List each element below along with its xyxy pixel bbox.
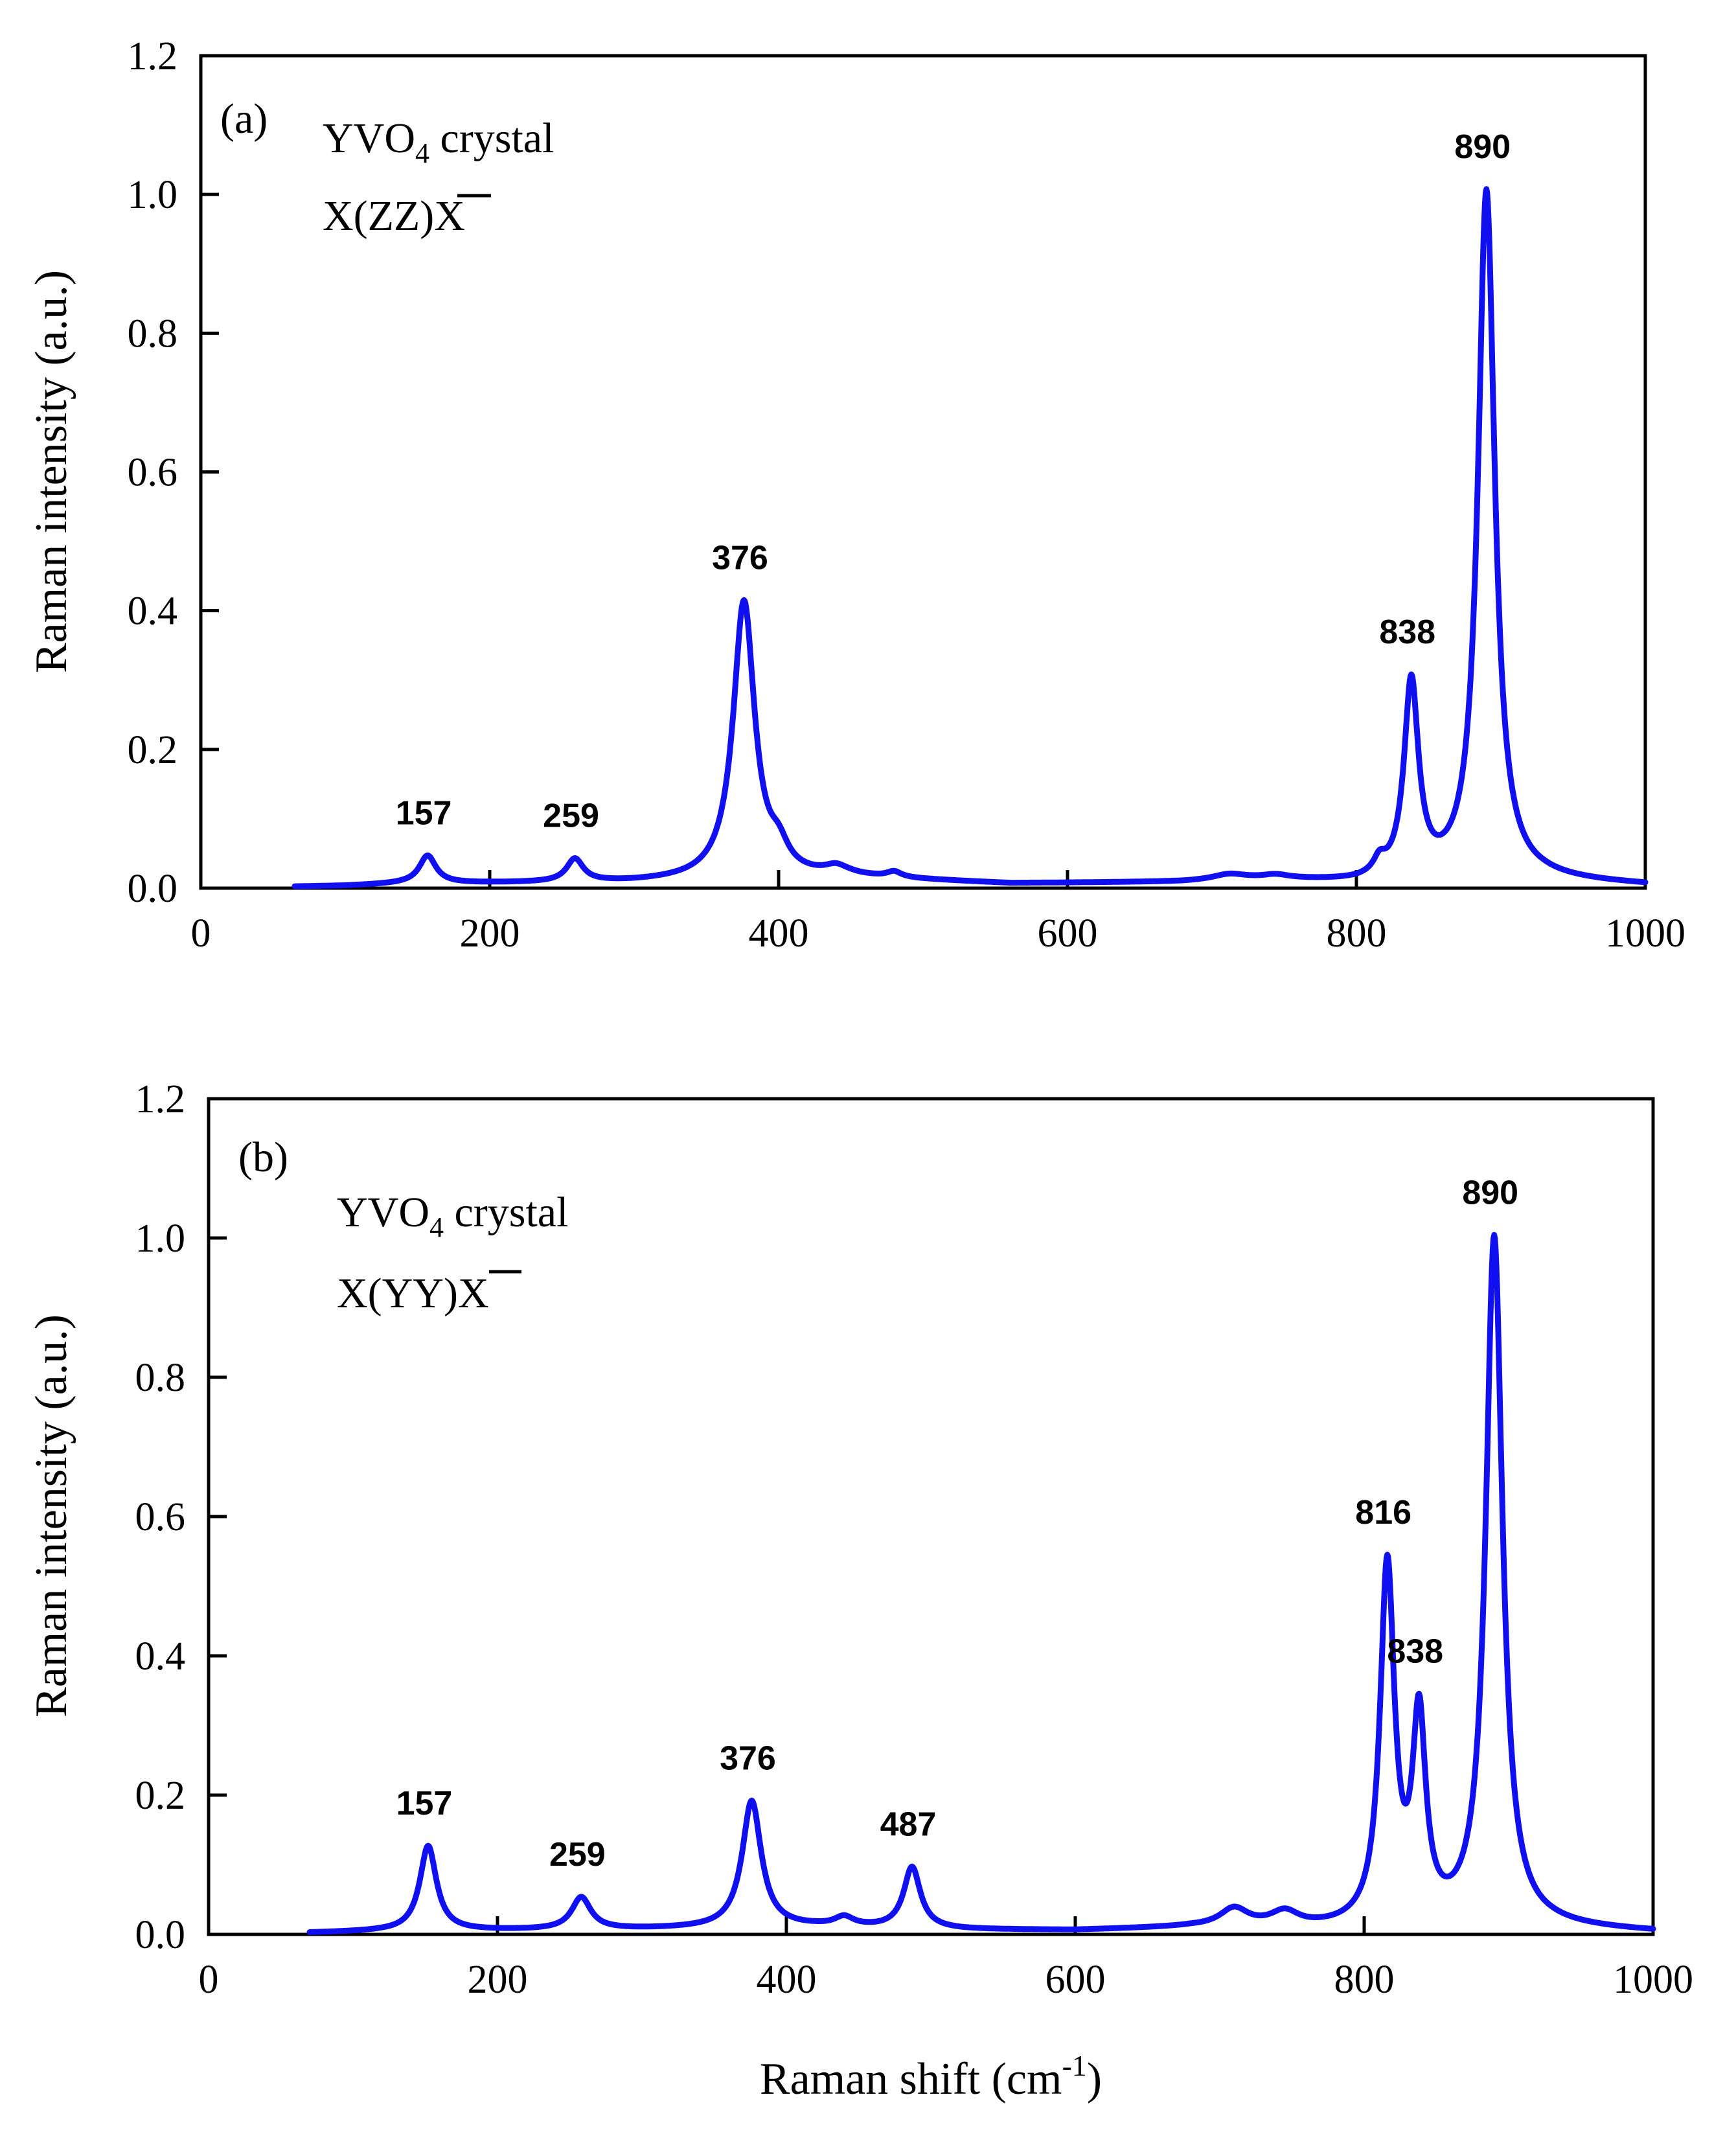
peak-label-890: 890 (1454, 128, 1511, 166)
peak-label-376: 376 (712, 539, 768, 577)
peak-label-487: 487 (880, 1805, 937, 1843)
panel-label: (b) (238, 1134, 288, 1181)
y-tick-label: 1.0 (128, 173, 178, 217)
peak-label-259: 259 (549, 1836, 606, 1874)
y-axis-title: Raman intensity (a.u.) (27, 270, 76, 673)
x-tick-label: 1000 (1613, 1958, 1693, 2002)
scattering-geometry: X(ZZ)X (323, 192, 465, 240)
x-tick-label: 600 (1045, 1958, 1106, 2002)
x-tick-label: 400 (757, 1958, 817, 2002)
panel-label: (a) (220, 95, 268, 143)
y-tick-label: 0.6 (135, 1495, 186, 1539)
x-axis: 0 200 400 600 800 1000 (191, 870, 1685, 956)
y-tick-label: 0.2 (135, 1774, 186, 1818)
overbar-letter: X (434, 192, 465, 240)
peak-label-838: 838 (1379, 613, 1435, 651)
crystal-label: YVO4 crystal (337, 1189, 568, 1243)
scattering-geometry: X(YY)X (337, 1270, 489, 1317)
spectrum-line (306, 1232, 1656, 1935)
peak-label-157: 157 (396, 1785, 453, 1822)
y-tick-label: 0.2 (128, 728, 178, 772)
y-tick-label: 0.0 (135, 1913, 186, 1957)
y-tick-label: 1.2 (135, 1077, 186, 1121)
x-tick-label: 1000 (1605, 911, 1685, 956)
x-tick-label: 800 (1334, 1958, 1395, 2002)
y-tick-label: 0.8 (128, 312, 178, 356)
crystal-label: YVO4 crystal (323, 115, 554, 169)
x-axis-title: Raman shift (cm-1) (760, 2049, 1102, 2104)
y-tick-label: 1.0 (135, 1217, 186, 1261)
y-axis-title: Raman intensity (a.u.) (27, 1314, 76, 1717)
panel-a: 0 200 400 600 800 1000 0.00.20.40.60.81.01.2 … (27, 34, 1685, 956)
x-tick-label: 200 (460, 911, 520, 956)
peak-label-157: 157 (396, 794, 452, 832)
peak-label-838: 838 (1387, 1633, 1443, 1670)
overbar-letter: X (458, 1270, 489, 1317)
spectrum-line (291, 186, 1649, 889)
peak-labels: 157 259 376 838 890 (396, 128, 1511, 835)
x-tick-label: 0 (191, 911, 211, 956)
y-tick-label: 1.2 (128, 34, 178, 78)
x-tick-label: 800 (1327, 911, 1387, 956)
x-tick-label: 200 (468, 1958, 528, 2002)
peak-label-376: 376 (720, 1739, 776, 1777)
y-tick-label: 0.8 (135, 1356, 186, 1400)
x-axis: 0 200 400 600 800 1000 (199, 1916, 1693, 2002)
x-tick-label: 400 (749, 911, 809, 956)
y-tick-label: 0.4 (135, 1634, 186, 1679)
y-axis: 0.0 0.2 0.4 0.6 0.8 1.0 1.2 (128, 34, 219, 911)
peak-label-259: 259 (543, 797, 599, 835)
x-tick-label: 0 (199, 1958, 219, 2002)
peak-labels: 157 259 376 487 816 838 890 (396, 1174, 1519, 1874)
panel-b: 0 200 400 600 800 1000 0.00.20.40.60.81.01.2 … (27, 1077, 1693, 2104)
y-tick-label: 0.6 (128, 451, 178, 495)
peak-label-816: 816 (1355, 1494, 1411, 1531)
x-tick-label: 600 (1038, 911, 1098, 956)
plot-frame (199, 54, 1647, 890)
peak-label-890: 890 (1462, 1174, 1518, 1211)
y-axis: 0.0 0.2 0.4 0.6 0.8 1.0 1.2 (135, 1077, 227, 1957)
y-tick-label: 0.0 (128, 867, 178, 911)
y-tick-label: 0.4 (128, 590, 178, 634)
